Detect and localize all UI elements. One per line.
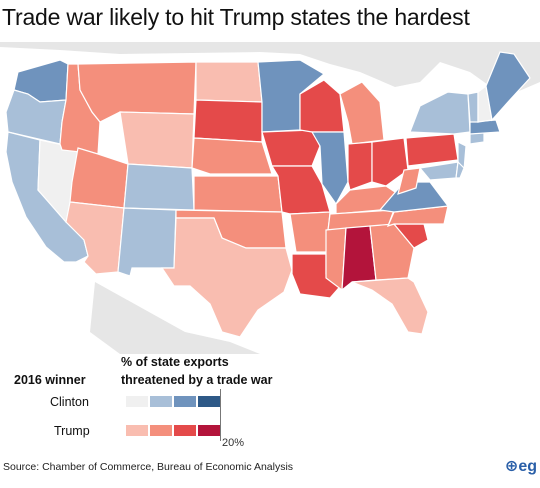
brand-logo: ⊕eg <box>505 456 537 476</box>
legend-row-clinton-label: Clinton <box>50 395 89 409</box>
legend-swatch <box>198 396 220 407</box>
state-ohio <box>371 137 409 187</box>
legend-row-trump-swatches <box>126 425 220 436</box>
state-colorado <box>123 163 195 211</box>
legend-swatch <box>126 425 148 436</box>
legend-swatch <box>174 396 196 407</box>
legend-scale-tick: 20% <box>222 437 245 449</box>
background-land <box>0 42 540 97</box>
legend-measure-heading-line1: % of state exports <box>121 355 229 369</box>
logo-mark-icon: ⊕ <box>504 458 519 475</box>
state-north-dakota <box>195 61 263 103</box>
state-utah <box>69 147 129 209</box>
state-new-york <box>409 91 471 135</box>
state-michigan <box>339 81 385 145</box>
state-iowa <box>261 129 321 167</box>
state-maryland <box>418 161 459 181</box>
state-kansas <box>193 175 283 213</box>
state-new-jersey <box>457 141 467 172</box>
map-title: Trade war likely to hit Trump states the… <box>2 4 470 30</box>
source-note: Source: Chamber of Commerce, Bureau of E… <box>3 461 294 473</box>
state-arkansas <box>289 211 331 253</box>
us-state-map <box>0 42 540 354</box>
background-land-south <box>90 282 260 354</box>
legend-swatch <box>198 425 220 436</box>
legend-swatch <box>174 425 196 436</box>
state-vermont <box>467 91 479 123</box>
state-wyoming <box>119 111 195 169</box>
state-west-virginia <box>397 167 421 195</box>
legend-winner-heading: 2016 winner <box>14 373 86 387</box>
legend-swatch <box>150 425 172 436</box>
legend-row-trump-label: Trump <box>54 424 90 438</box>
legend-swatch <box>150 396 172 407</box>
state-south-dakota <box>193 99 263 143</box>
state-indiana <box>347 141 373 191</box>
legend-scale-line <box>220 389 221 441</box>
state-texas <box>160 217 293 338</box>
legend-row-clinton-swatches <box>126 396 220 407</box>
state-new-mexico <box>117 207 177 277</box>
state-pennsylvania <box>405 133 459 167</box>
state-delaware <box>455 160 465 179</box>
legend-swatch <box>126 396 148 407</box>
logo-text: eg <box>518 458 537 475</box>
legend-measure-heading-line2: threatened by a trade war <box>121 373 273 387</box>
state-florida <box>351 277 429 335</box>
state-nebraska <box>191 137 273 175</box>
state-maine <box>485 51 531 122</box>
